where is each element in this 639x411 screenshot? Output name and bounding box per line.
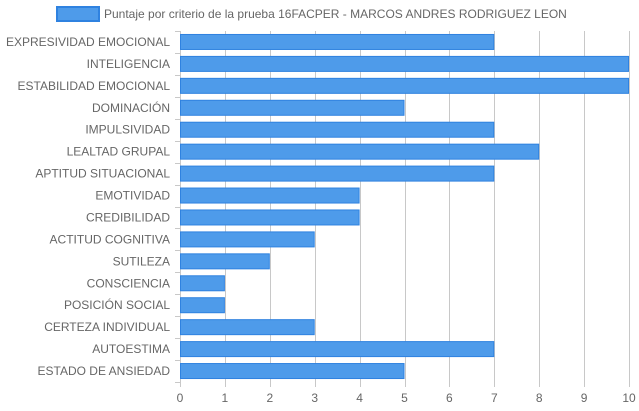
x-tick-label: 5 [401, 391, 408, 405]
bar[interactable] [180, 143, 540, 160]
category-label: APTITUD SITUACIONAL [35, 167, 170, 181]
x-tick-label: 0 [177, 391, 184, 405]
bars [180, 33, 629, 380]
category-label: ESTADO DE ANSIEDAD [38, 364, 171, 378]
bar[interactable] [180, 253, 270, 270]
category-label: POSICIÓN SOCIAL [64, 297, 170, 312]
bar[interactable] [180, 209, 360, 226]
bar[interactable] [180, 99, 405, 116]
bar[interactable] [180, 165, 495, 182]
category-label: IMPULSIVIDAD [85, 123, 170, 137]
category-label: EXPRESIVIDAD EMOCIONAL [6, 35, 170, 49]
legend[interactable]: Puntaje por criterio de la prueba 16FACP… [56, 6, 567, 22]
category-label: ESTABILIDAD EMOCIONAL [18, 79, 171, 93]
x-tick-label: 7 [491, 391, 498, 405]
x-axis-ticks: 0 1 2 3 4 5 6 7 8 9 10 [177, 391, 636, 405]
category-label: SUTILEZA [113, 254, 170, 268]
bar[interactable] [180, 319, 315, 336]
bar[interactable] [180, 187, 360, 204]
bar[interactable] [180, 77, 629, 94]
bar[interactable] [180, 55, 629, 72]
category-label: DOMINACIÓN [92, 100, 170, 115]
bar[interactable] [180, 363, 405, 380]
category-label: INTELIGENCIA [87, 57, 170, 71]
bar[interactable] [180, 231, 315, 248]
x-tick-label: 1 [222, 391, 229, 405]
category-labels: EXPRESIVIDAD EMOCIONAL INTELIGENCIA ESTABI… [6, 35, 170, 378]
category-label: LEALTAD GRUPAL [67, 145, 171, 159]
x-tick-label: 10 [622, 391, 636, 405]
x-tick-label: 4 [356, 391, 363, 405]
x-tick-label: 6 [446, 391, 453, 405]
legend-label: Puntaje por criterio de la prueba 16FACP… [104, 7, 567, 21]
bar[interactable] [180, 33, 495, 50]
legend-swatch [56, 6, 100, 22]
x-tick-label: 8 [536, 391, 543, 405]
category-label: CREDIBILIDAD [86, 210, 170, 224]
bar[interactable] [180, 297, 225, 314]
category-label: CERTEZA INDIVIDUAL [44, 320, 170, 334]
bar[interactable] [180, 341, 495, 358]
category-label: EMOTIVIDAD [95, 189, 170, 203]
x-tick-label: 2 [266, 391, 273, 405]
bar[interactable] [180, 275, 225, 292]
bar[interactable] [180, 121, 495, 138]
category-label: CONSCIENCIA [87, 276, 170, 290]
x-tick-label: 3 [311, 391, 318, 405]
x-tick-label: 9 [581, 391, 588, 405]
category-label: ACTITUD COGNITIVA [50, 232, 170, 246]
category-label: AUTOESTIMA [92, 342, 170, 356]
